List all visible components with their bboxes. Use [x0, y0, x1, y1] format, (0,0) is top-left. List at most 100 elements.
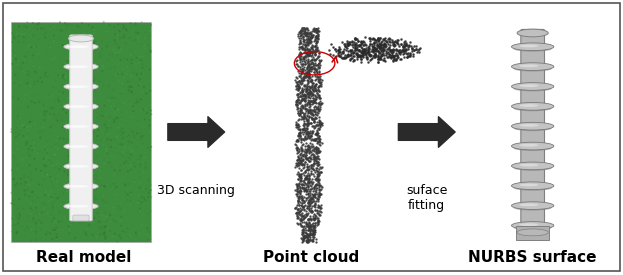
Point: [138, 107, 148, 112]
Point: [381, 45, 391, 49]
Point: [308, 230, 318, 235]
Point: [294, 85, 304, 89]
Point: [389, 56, 399, 61]
Point: [298, 205, 308, 210]
Point: [303, 76, 313, 80]
Point: [102, 151, 112, 156]
Point: [303, 218, 313, 222]
Point: [307, 121, 316, 125]
Ellipse shape: [520, 104, 538, 107]
Point: [291, 211, 301, 215]
Point: [292, 103, 302, 108]
Point: [389, 53, 399, 58]
Point: [310, 66, 320, 70]
Point: [295, 192, 305, 196]
Point: [306, 121, 316, 126]
Point: [304, 198, 314, 203]
Point: [307, 34, 316, 38]
Point: [129, 206, 139, 210]
Point: [42, 75, 52, 79]
Point: [291, 162, 301, 167]
Point: [68, 159, 78, 163]
Point: [49, 192, 59, 197]
Point: [297, 79, 307, 83]
Point: [308, 226, 318, 230]
Point: [305, 232, 315, 236]
Point: [302, 32, 312, 36]
Point: [11, 141, 21, 145]
Point: [84, 189, 94, 193]
Point: [292, 138, 302, 142]
Point: [73, 43, 83, 48]
Point: [374, 45, 384, 49]
Point: [143, 226, 153, 230]
Point: [313, 180, 323, 184]
Point: [33, 42, 43, 47]
Point: [310, 57, 320, 62]
Point: [389, 57, 399, 62]
Point: [396, 52, 406, 56]
Ellipse shape: [64, 63, 98, 70]
Point: [310, 53, 320, 57]
Point: [299, 114, 309, 119]
Point: [24, 214, 34, 218]
Point: [293, 198, 303, 202]
Point: [300, 51, 310, 55]
Point: [88, 31, 98, 35]
Point: [305, 232, 315, 237]
Point: [22, 219, 32, 223]
Point: [306, 65, 316, 69]
Point: [405, 40, 415, 44]
Point: [313, 194, 323, 198]
Point: [313, 174, 323, 178]
Point: [307, 180, 317, 185]
Point: [308, 157, 318, 161]
Point: [39, 109, 49, 114]
Point: [296, 193, 306, 198]
Point: [303, 133, 313, 137]
Point: [293, 195, 303, 200]
Point: [308, 101, 318, 106]
Point: [303, 64, 313, 68]
Point: [315, 83, 325, 87]
Point: [144, 162, 154, 167]
Point: [299, 199, 309, 204]
Point: [88, 220, 98, 224]
Point: [310, 216, 320, 221]
Point: [143, 195, 153, 199]
Point: [301, 188, 311, 193]
Point: [294, 163, 304, 168]
Point: [388, 57, 397, 62]
Point: [64, 92, 74, 96]
Point: [91, 39, 101, 43]
Point: [295, 222, 305, 226]
Point: [305, 67, 315, 71]
Point: [303, 166, 313, 171]
Point: [298, 39, 308, 43]
Point: [300, 214, 310, 219]
Point: [299, 113, 309, 117]
Point: [297, 29, 307, 34]
Point: [313, 135, 323, 140]
Point: [365, 54, 375, 58]
Point: [297, 67, 307, 71]
Point: [313, 79, 323, 84]
Point: [293, 183, 303, 188]
Point: [306, 227, 316, 232]
Point: [312, 150, 321, 154]
Point: [308, 148, 318, 152]
Point: [12, 135, 22, 139]
Point: [345, 40, 354, 44]
Point: [376, 45, 386, 50]
Point: [307, 65, 316, 69]
Point: [292, 101, 302, 106]
Point: [300, 50, 310, 54]
Point: [310, 100, 320, 104]
Point: [12, 103, 22, 108]
Point: [298, 120, 308, 125]
Point: [303, 194, 313, 198]
Point: [356, 39, 366, 43]
Point: [298, 229, 308, 234]
Point: [361, 51, 371, 55]
Point: [72, 134, 82, 139]
